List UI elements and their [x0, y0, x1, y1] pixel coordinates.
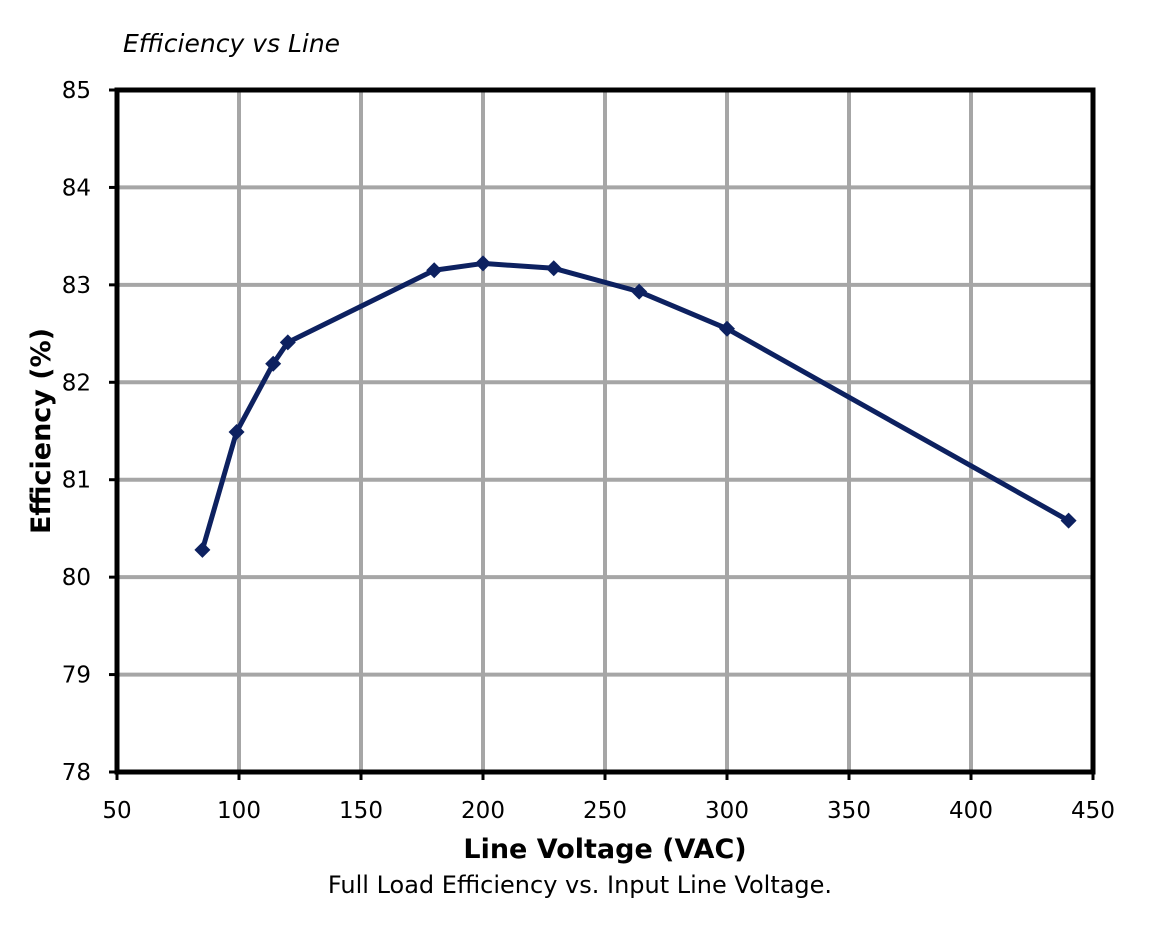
y-tick-label-82: 82: [62, 370, 91, 396]
data-point-229: [545, 260, 562, 277]
chart-caption: Full Load Efficiency vs. Input Line Volt…: [328, 871, 832, 899]
y-tick-label-81: 81: [62, 468, 91, 494]
data-point-180: [426, 262, 443, 279]
y-tick-label-84: 84: [62, 175, 91, 201]
data-point-440: [1060, 512, 1077, 529]
y-axis-ticks: 78 79 80 81 82 83 84 85: [62, 78, 117, 786]
x-tick-label-200: 200: [461, 798, 505, 824]
grid: [115, 88, 1095, 774]
y-tick-label-80: 80: [62, 565, 91, 591]
data-point-114: [265, 355, 282, 372]
data-point-200: [475, 255, 491, 272]
y-tick-label-78: 78: [62, 760, 91, 786]
y-tick-label-83: 83: [62, 273, 91, 299]
x-tick-label-450: 450: [1071, 798, 1115, 824]
y-tick-label-79: 79: [62, 663, 91, 689]
chart-title: Efficiency vs Line: [123, 29, 340, 58]
x-tick-label-150: 150: [339, 798, 383, 824]
x-tick-label-400: 400: [949, 798, 993, 824]
data-point-99: [228, 423, 245, 440]
x-tick-label-300: 300: [705, 798, 749, 824]
series-line: [199, 260, 1072, 553]
x-tick-label-100: 100: [217, 798, 261, 824]
x-axis-label: Line Voltage (VAC): [463, 834, 746, 865]
y-axis-label: Efficiency (%): [26, 328, 57, 534]
x-tick-label-250: 250: [583, 798, 627, 824]
y-tick-label-85: 85: [62, 78, 91, 104]
x-tick-label-350: 350: [827, 798, 871, 824]
data-point-120: [279, 334, 296, 351]
x-tick-label-50: 50: [102, 798, 131, 824]
data-point-85: [194, 541, 211, 558]
x-axis-ticks: 50 100 150 200 250 300 350 400 450: [102, 772, 1115, 824]
data-point-300: [719, 320, 735, 337]
data-point-264: [631, 283, 648, 300]
series-layer: [194, 255, 1077, 558]
